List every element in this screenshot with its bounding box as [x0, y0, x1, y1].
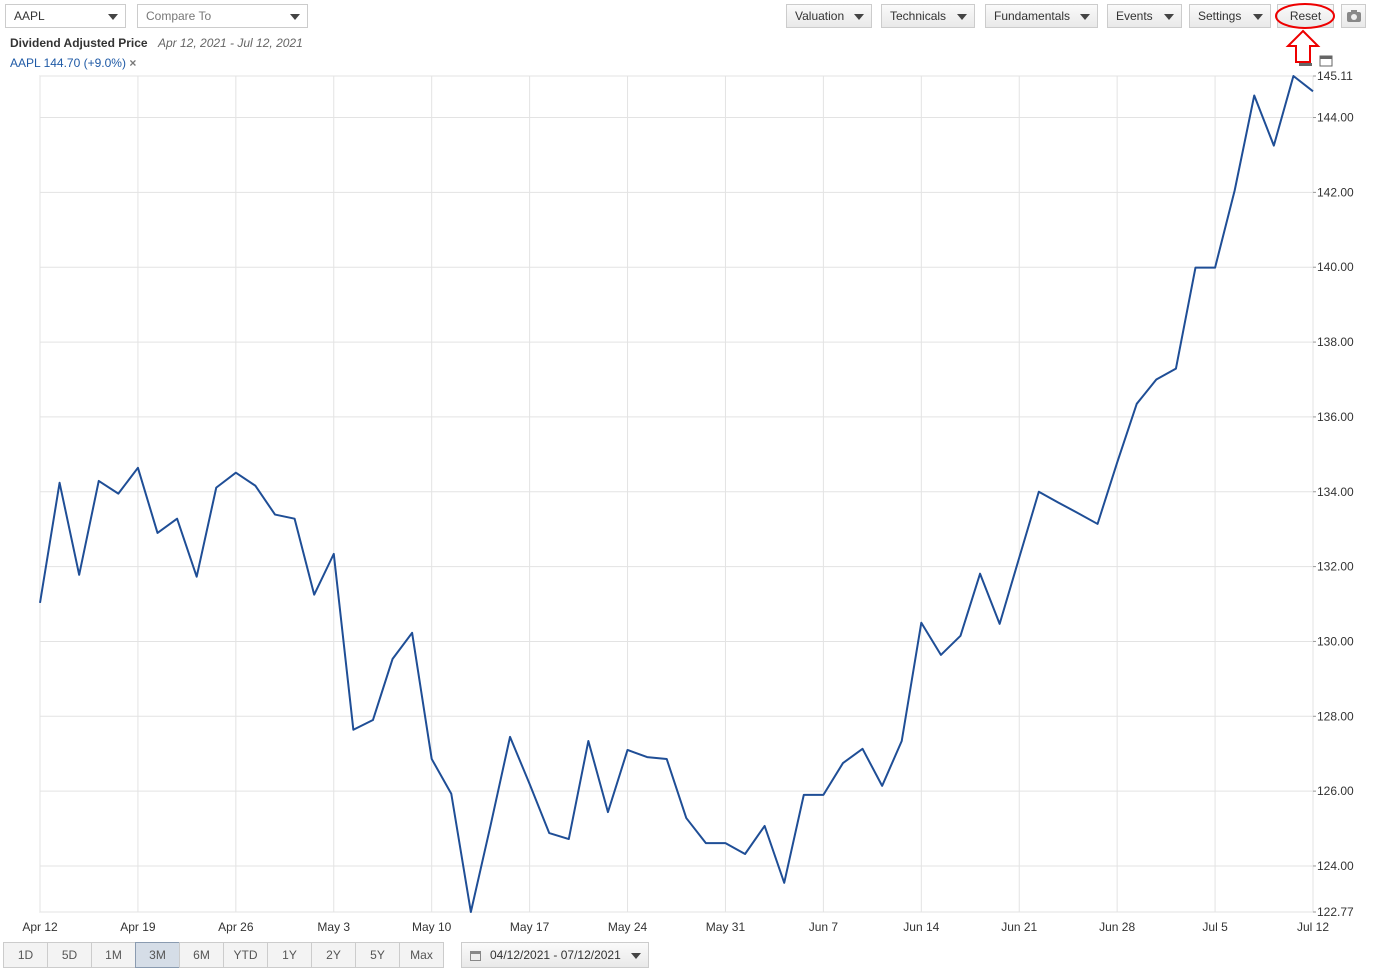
date-range-picker[interactable]: 04/12/2021 - 07/12/2021	[461, 942, 649, 968]
x-tick-label: May 3	[317, 920, 350, 934]
y-tick-label: 132.00	[1317, 560, 1354, 574]
chart-title: Dividend Adjusted Price	[10, 36, 148, 50]
plot-frame	[39, 75, 1314, 913]
x-tick-label: May 10	[412, 920, 452, 934]
highlight-arrow	[1285, 29, 1321, 63]
x-tick-label: Apr 12	[22, 920, 58, 934]
range-button[interactable]: YTD	[223, 942, 268, 968]
x-tick-label: Jul 5	[1202, 920, 1228, 934]
range-button[interactable]: 1Y	[267, 942, 312, 968]
calendar-icon	[470, 951, 481, 961]
x-tick-label: Apr 19	[120, 920, 156, 934]
y-tick-label: 122.77	[1317, 905, 1354, 919]
range-button[interactable]: 5Y	[355, 942, 400, 968]
compare-select[interactable]: Compare To	[137, 4, 308, 28]
menu-label: Technicals	[890, 9, 947, 23]
date-range: 04/12/2021 - 07/12/2021	[490, 948, 621, 962]
symbol: AAPL	[14, 9, 45, 23]
minimize-icon	[1299, 63, 1312, 66]
menu-label: Fundamentals	[994, 9, 1071, 23]
menu-button[interactable]: Valuation	[786, 4, 872, 28]
y-tick-label: 126.00	[1317, 784, 1354, 798]
maximize-icon	[1319, 55, 1333, 67]
x-tick-label: May 17	[510, 920, 550, 934]
camera-icon	[1347, 10, 1361, 22]
y-tick-label: 140.00	[1317, 260, 1354, 274]
x-tick-label: Jul 12	[1297, 920, 1329, 934]
legend-remove[interactable]: ×	[129, 56, 137, 70]
x-tick-label: May 31	[706, 920, 746, 934]
price-line	[39, 75, 1314, 913]
camera-button[interactable]	[1341, 4, 1366, 28]
range-button[interactable]: 5D	[47, 942, 92, 968]
x-tick-label: Jun 7	[809, 920, 839, 934]
y-tick-label: 124.00	[1317, 859, 1354, 873]
y-tick-label: 128.00	[1317, 709, 1354, 723]
legend-entry: AAPL 144.70 (+9.0%)	[10, 56, 126, 70]
menu-label: Valuation	[795, 9, 845, 23]
compare-placeholder: Compare To	[146, 9, 212, 23]
x-tick-label: Jun 21	[1001, 920, 1037, 934]
menu-button[interactable]: Settings	[1189, 4, 1271, 28]
symbol-select[interactable]: AAPL	[5, 4, 126, 28]
y-tick-label: 138.00	[1317, 335, 1354, 349]
y-tick-label: 130.00	[1317, 634, 1354, 648]
x-tick-label: Apr 26	[218, 920, 254, 934]
x-tick-label: Jun 14	[903, 920, 939, 934]
range-button[interactable]: 6M	[179, 942, 224, 968]
menu-button[interactable]: Fundamentals	[985, 4, 1098, 28]
reset-button[interactable]: Reset	[1277, 4, 1334, 28]
range-button[interactable]: 1M	[91, 942, 136, 968]
menu-button[interactable]: Technicals	[881, 4, 975, 28]
maximize-icon-bar	[1320, 56, 1332, 59]
y-tick-label: 134.00	[1317, 485, 1354, 499]
range-button[interactable]: 2Y	[311, 942, 356, 968]
y-tick-label: 144.00	[1317, 111, 1354, 125]
chart-subtitle: Apr 12, 2021 - Jul 12, 2021	[158, 36, 303, 50]
y-tick-label: 142.00	[1317, 185, 1354, 199]
legend: AAPL 144.70 (+9.0%) ×	[10, 56, 136, 70]
x-tick-label: Jun 28	[1099, 920, 1135, 934]
y-tick-label: 145.11	[1317, 69, 1353, 83]
range-button[interactable]: 3M	[135, 942, 180, 968]
menu-label: Events	[1116, 9, 1153, 23]
y-tick-label: 136.00	[1317, 410, 1354, 424]
range-button[interactable]: 1D	[3, 942, 48, 968]
menu-button[interactable]: Events	[1107, 4, 1182, 28]
range-selector: 1D 5D 1M 3M 6M YTD 1Y 2Y 5Y Max	[3, 942, 444, 968]
x-tick-label: May 24	[608, 920, 648, 934]
menu-label: Settings	[1198, 9, 1242, 23]
range-button[interactable]: Max	[399, 942, 444, 968]
